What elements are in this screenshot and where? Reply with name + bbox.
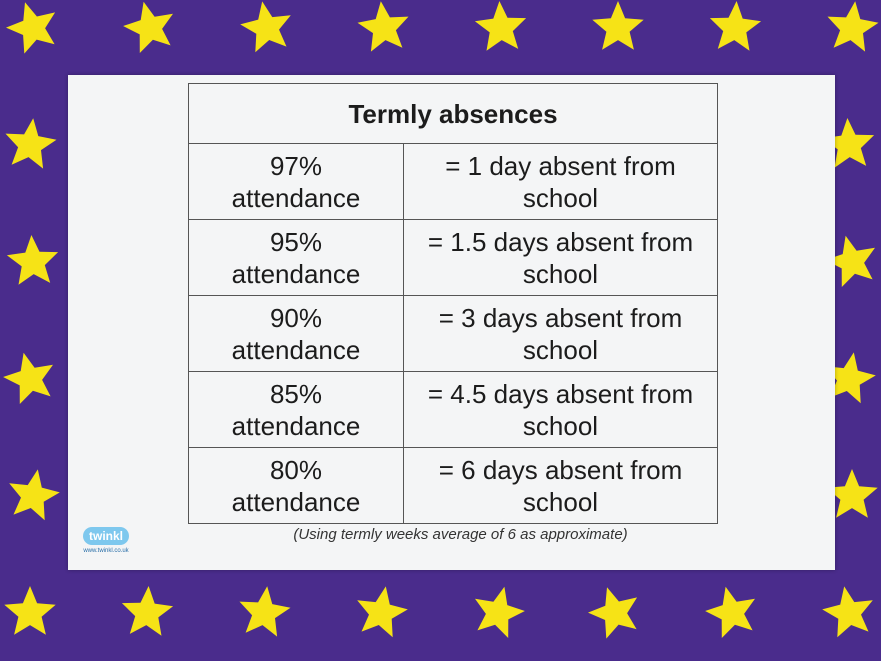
absence-table: Termly absences 97% attendance = 1 day ab… [188,83,718,524]
star [825,235,875,287]
star [475,586,525,638]
star [3,352,54,404]
logo-url: www.twinkl.co.uk [83,548,129,554]
star [357,1,409,52]
star [123,1,173,54]
absence-cell: = 4.5 days absent from school [403,371,718,448]
table-title: Termly absences [188,83,718,144]
star [121,586,174,636]
star [240,1,291,53]
star [357,586,408,638]
attendance-cell: 95% attendance [188,219,404,296]
star [6,235,59,285]
star [822,586,873,638]
logo: twinkl www.twinkl.co.uk [76,527,136,554]
star [705,586,755,638]
star [4,586,56,635]
star [9,469,60,521]
star [709,1,762,51]
logo-name: twinkl [82,527,129,545]
absence-cell: = 6 days absent from school [403,447,718,524]
absence-cell: = 3 days absent from school [403,295,718,372]
star [474,1,527,51]
absence-cell: = 1.5 days absent from school [403,219,718,296]
star [827,1,879,52]
poster: Termly absences 97% attendance = 1 day ab… [68,75,835,570]
star [825,352,876,404]
star [826,469,878,518]
star [6,2,56,54]
attendance-cell: 97% attendance [188,143,404,220]
attendance-cell: 80% attendance [188,447,404,524]
star [592,1,644,50]
star [822,118,875,168]
absence-cell: = 1 day absent from school [403,143,718,220]
footnote: (Using termly weeks average of 6 as appr… [293,526,628,543]
attendance-cell: 85% attendance [188,371,404,448]
star [588,587,638,639]
star [5,118,57,169]
attendance-cell: 90% attendance [188,295,404,372]
star [239,586,291,637]
